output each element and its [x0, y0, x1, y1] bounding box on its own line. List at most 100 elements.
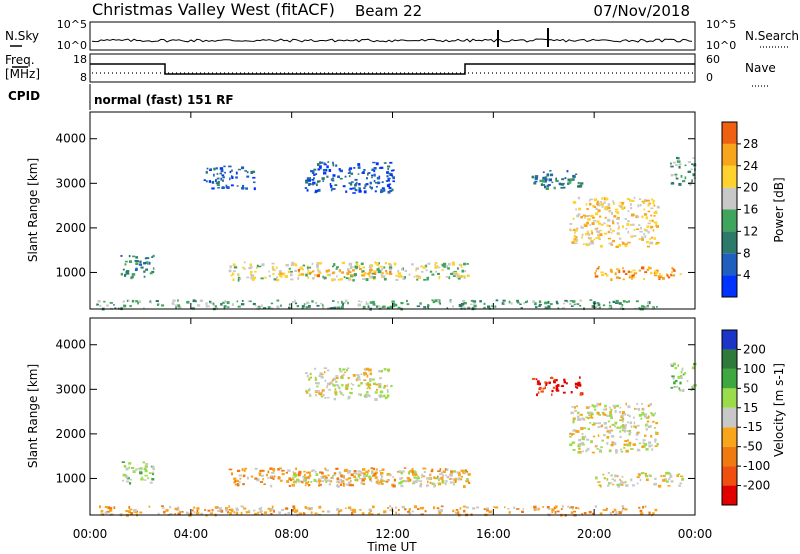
- velocity-echo-cell: [357, 470, 361, 473]
- power-echo-cell: [544, 185, 547, 189]
- velocity-echo-cell: [408, 512, 412, 516]
- velocity-echo-cell: [308, 393, 311, 396]
- velocity-echo-cell: [421, 473, 424, 476]
- velocity-echo-cell: [288, 485, 291, 487]
- velocity-echo-cell: [549, 377, 554, 379]
- velocity-echo-cell: [639, 512, 643, 515]
- velocity-echo-cell: [536, 383, 541, 385]
- power-echo-cell: [638, 307, 641, 309]
- power-echo-cell: [327, 161, 330, 163]
- velocity-echo-cell: [204, 509, 207, 511]
- power-echo-cell: [535, 306, 538, 309]
- power-echo-cell: [214, 305, 217, 308]
- velocity-echo-cell: [345, 384, 349, 387]
- velocity-echo-cell: [326, 382, 331, 386]
- velocity-colorbar-swatch: [722, 466, 737, 486]
- velocity-echo-cell: [601, 411, 605, 414]
- power-echo-cell: [216, 173, 219, 175]
- velocity-echo-cell: [672, 386, 676, 389]
- power-echo-cell: [316, 274, 320, 278]
- power-echo-cell: [257, 305, 261, 309]
- power-echo-cell: [376, 268, 380, 271]
- power-echo-cell: [124, 274, 126, 277]
- power-echo-cell: [622, 267, 624, 270]
- velocity-echo-cell: [256, 478, 260, 482]
- power-echo-cell: [587, 218, 591, 221]
- power-echo-cell: [534, 180, 538, 183]
- power-echo-cell: [691, 179, 693, 183]
- velocity-echo-cell: [583, 418, 585, 421]
- power-echo-cell: [280, 304, 282, 307]
- velocity-echo-cell: [647, 415, 650, 419]
- power-echo-cell: [673, 269, 676, 272]
- velocity-echo-cell: [382, 480, 386, 482]
- power-y-tick-label: 4000: [55, 132, 86, 146]
- velocity-echo-cell: [679, 375, 683, 378]
- velocity-echo-cell: [453, 482, 455, 486]
- velocity-echo-cell: [606, 436, 610, 439]
- power-echo-cell: [544, 301, 548, 305]
- power-echo-cell: [262, 307, 267, 310]
- power-echo-cell: [235, 171, 238, 175]
- velocity-echo-cell: [577, 383, 580, 387]
- power-echo-cell: [463, 262, 466, 266]
- velocity-echo-cell: [318, 478, 320, 481]
- velocity-echo-cell: [598, 448, 601, 452]
- velocity-echo-cell: [207, 509, 211, 512]
- velocity-echo-cell: [354, 478, 357, 481]
- power-echo-cell: [627, 270, 630, 273]
- velocity-echo-cell: [647, 426, 650, 428]
- velocity-echo-cell: [615, 510, 618, 514]
- velocity-echo-region: [531, 376, 584, 397]
- velocity-echo-cell: [366, 383, 370, 386]
- power-echo-cell: [473, 304, 477, 308]
- power-colorbar-tick-label: 12: [743, 224, 758, 238]
- power-echo-cell: [413, 276, 416, 278]
- velocity-echo-cell: [581, 435, 584, 438]
- power-colorbar-swatch: [722, 165, 737, 188]
- power-echo-cell: [618, 302, 622, 305]
- power-echo-cell: [299, 266, 303, 270]
- nsky-series-line: [91, 38, 693, 43]
- power-echo-cell: [389, 161, 393, 164]
- velocity-echo-cell: [612, 404, 617, 408]
- power-echo-cell: [354, 275, 356, 277]
- power-echo-cell: [585, 215, 589, 217]
- power-echo-cell: [223, 305, 227, 308]
- velocity-echo-cell: [460, 469, 464, 472]
- power-y-tick-label: 3000: [55, 176, 86, 190]
- velocity-echo-cell: [308, 378, 311, 381]
- velocity-echo-cell: [233, 477, 237, 481]
- velocity-echo-cell: [645, 428, 648, 431]
- velocity-echo-cell: [363, 379, 367, 381]
- velocity-echo-cell: [397, 508, 400, 511]
- power-echo-cell: [581, 236, 583, 239]
- power-echo-cell: [227, 306, 230, 308]
- power-echo-cell: [651, 219, 654, 223]
- velocity-echo-cell: [546, 506, 550, 509]
- power-echo-cell: [452, 305, 454, 308]
- velocity-colorbar-tick-label: 50: [743, 381, 758, 395]
- power-echo-cell: [124, 260, 128, 263]
- power-echo-cell: [236, 300, 239, 303]
- power-echo-cell: [589, 198, 591, 202]
- power-echo-cell: [402, 267, 404, 271]
- x-axis-label: Time UT: [366, 540, 417, 554]
- power-echo-cell: [596, 204, 601, 207]
- power-echo-cell: [551, 181, 554, 184]
- power-echo-cell: [386, 175, 389, 178]
- velocity-echo-cell: [597, 426, 601, 429]
- velocity-echo-cell: [333, 472, 337, 475]
- velocity-echo-cell: [310, 507, 313, 510]
- velocity-echo-cell: [641, 413, 646, 416]
- power-echo-cell: [578, 207, 581, 211]
- velocity-echo-cell: [600, 446, 603, 449]
- velocity-echo-cell: [291, 478, 295, 481]
- power-echo-cell: [338, 168, 341, 171]
- power-echo-cell: [275, 266, 278, 269]
- velocity-echo-cell: [322, 475, 326, 478]
- velocity-echo-cell: [601, 424, 604, 427]
- power-echo-cell: [439, 302, 441, 305]
- power-echo-cell: [221, 186, 225, 189]
- velocity-echo-cell: [414, 505, 417, 509]
